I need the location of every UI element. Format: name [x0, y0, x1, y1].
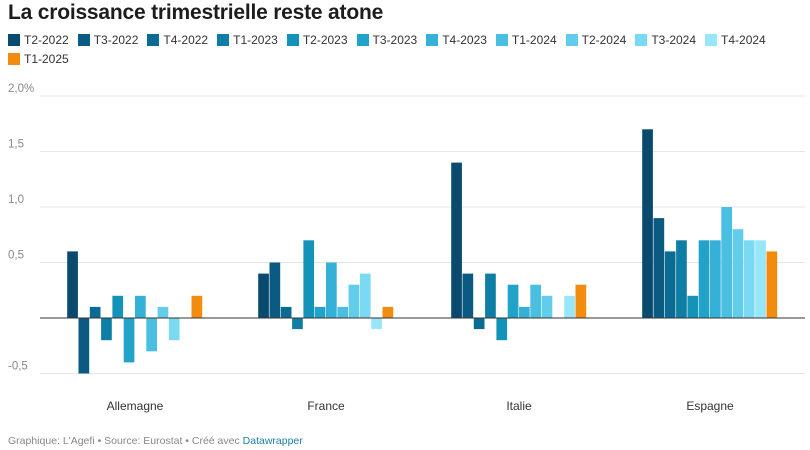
bar-chart: -0,5 0,5 1,0 1,5 2,0% Allemagne France Italie Es…: [8, 83, 805, 413]
legend-label: T4-2023: [442, 33, 487, 47]
legend-item: T2-2022: [8, 32, 69, 48]
legend-item: T4-2022: [147, 32, 208, 48]
legend-item: T4-2023: [426, 32, 487, 48]
legend-swatch: [286, 34, 299, 46]
bar: [642, 129, 653, 318]
legend-label: T1-2023: [233, 33, 278, 47]
footer: Graphique: L'Agefi • Source: Eurostat • …: [8, 435, 303, 447]
bar: [698, 240, 710, 318]
bar: [314, 306, 326, 318]
category-label: Italie: [506, 399, 532, 413]
bar: [89, 306, 101, 318]
bar: [507, 284, 519, 318]
y-tick-label: 1,0: [8, 194, 24, 206]
y-tick-label: -0,5: [8, 361, 28, 373]
legend-swatch: [8, 34, 20, 46]
legend-swatch: [147, 34, 160, 46]
bar: [303, 240, 315, 318]
legend-label: T1-2025: [24, 52, 69, 66]
bar: [519, 306, 530, 318]
y-tick-label: 2,0%: [8, 83, 34, 95]
bar: [157, 306, 169, 318]
bar: [258, 273, 269, 318]
legend-label: T3-2022: [93, 33, 139, 47]
bar: [575, 284, 587, 318]
bar: [67, 251, 78, 318]
y-tick-label: 0,5: [8, 250, 24, 262]
datawrapper-link[interactable]: Datawrapper: [242, 435, 303, 447]
legend-swatch: [8, 53, 20, 65]
bar: [168, 318, 180, 341]
bar: [135, 295, 146, 318]
category-label: France: [307, 399, 345, 413]
bar: [348, 284, 360, 318]
bar: [371, 318, 382, 330]
footer-source: Graphique: L'Agefi • Source: Eurostat • …: [8, 435, 243, 447]
bar: [359, 273, 371, 318]
legend: T2-2022 T3-2022 T4-2022 T1-2023 T2-2023 T3-20…: [8, 32, 768, 67]
legend-label: T4-2022: [163, 33, 209, 47]
legend-swatch: [77, 34, 90, 46]
legend-item: T1-2024: [495, 32, 557, 48]
legend-swatch: [217, 34, 230, 46]
legend-item: T1-2023: [217, 32, 278, 48]
chart-title: La croissance trimestrielle reste atone: [8, 1, 384, 24]
bar: [451, 162, 462, 318]
bar: [676, 240, 687, 318]
legend-item: T1-2025: [8, 51, 69, 67]
bar: [326, 262, 337, 318]
category-label: Espagne: [686, 399, 734, 413]
bar: [112, 295, 124, 318]
legend-label: T2-2022: [24, 33, 69, 47]
bar: [382, 306, 394, 318]
bar: [755, 240, 766, 318]
bar: [710, 240, 721, 318]
bar: [766, 251, 778, 318]
bar: [496, 318, 508, 341]
bar: [485, 273, 496, 318]
legend-label: T4-2024: [721, 33, 766, 47]
y-tick-label: 1,5: [8, 139, 24, 151]
bar: [191, 295, 203, 318]
legend-item: T2-2024: [565, 32, 627, 48]
legend-swatch: [356, 34, 369, 46]
legend-item: T3-2022: [77, 32, 139, 48]
legend-swatch: [565, 34, 578, 46]
legend-label: T3-2023: [372, 33, 418, 47]
legend-swatch: [705, 34, 718, 46]
bar: [292, 318, 303, 330]
bar: [473, 318, 485, 330]
bar: [462, 273, 474, 318]
bar: [564, 295, 575, 318]
legend-item: T3-2023: [356, 32, 418, 48]
bar: [732, 229, 744, 318]
bar: [530, 284, 541, 318]
legend-swatch: [426, 34, 439, 46]
legend-label: T2-2024: [581, 33, 627, 47]
bar: [687, 295, 699, 318]
bar: [280, 306, 292, 318]
legend-item: T3-2024: [635, 32, 696, 48]
legend-item: T4-2024: [705, 32, 766, 48]
bar: [123, 318, 135, 363]
bar: [101, 318, 112, 341]
legend-swatch: [495, 34, 508, 46]
bar: [653, 218, 665, 318]
category-label: Allemagne: [107, 399, 164, 413]
legend-label: T2-2023: [302, 33, 348, 47]
bar: [664, 251, 676, 318]
bar: [743, 240, 755, 318]
legend-label: T3-2024: [651, 33, 697, 47]
bar: [721, 207, 732, 318]
legend-label: T1-2024: [511, 33, 557, 47]
bar: [541, 295, 553, 318]
bar: [337, 306, 348, 318]
bar: [78, 318, 90, 374]
bar: [146, 318, 157, 352]
legend-item: T2-2023: [286, 32, 348, 48]
bar: [269, 262, 281, 318]
legend-swatch: [635, 34, 648, 46]
